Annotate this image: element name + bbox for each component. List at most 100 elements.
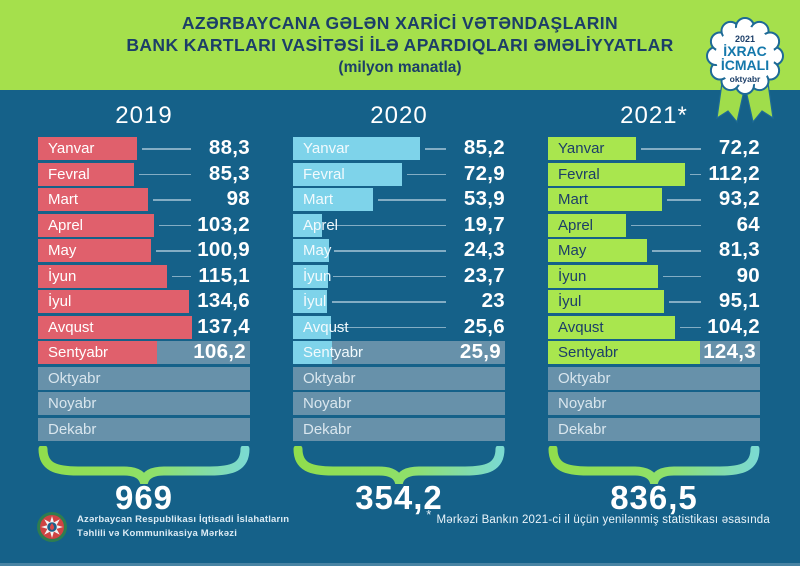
value-label: 85,3 (208, 161, 250, 185)
connector-line (332, 301, 446, 303)
page-title-line1: AZƏRBAYCANA GƏLƏN XARİCİ VƏTƏNDAŞLARIN (181, 12, 619, 33)
value-bar (38, 188, 148, 211)
month-label: Aprel (303, 216, 339, 234)
value-bar (548, 188, 662, 211)
year-total: 969 (114, 479, 174, 516)
connector-line (333, 275, 446, 277)
month-row: 124,3 Sentyabr (548, 340, 760, 364)
value-bar (38, 341, 157, 364)
value-bar (38, 290, 189, 313)
month-row: 90 İyun (548, 263, 760, 288)
year-header: 2020 (370, 102, 428, 129)
month-label: İyun (303, 267, 332, 285)
month-label: Mart (558, 191, 588, 208)
value-label: 98 (226, 187, 250, 210)
month-label: Avqust (558, 318, 604, 336)
month-row: 24,3 May (293, 238, 505, 262)
connector-line (159, 224, 191, 226)
month-row: Dekabr (293, 417, 505, 441)
badge-seal-icon (706, 17, 784, 95)
footnote: * Mərkəzi Bankın 2021-ci il üçün yenilənm… (426, 507, 770, 526)
month-row: 134,6 İyul (38, 289, 250, 313)
value-bar (293, 188, 373, 211)
month-label: Mart (303, 191, 333, 208)
connector-line (663, 275, 701, 277)
value-label: 19,7 (463, 212, 505, 236)
month-label: Yanvar (558, 140, 605, 157)
value-bar (548, 315, 675, 339)
month-row: 64 Aprel (548, 212, 760, 237)
month-label: Avqust (303, 318, 349, 336)
value-label: 93,2 (718, 187, 760, 210)
month-label: Noyabr (48, 395, 97, 412)
value-label: 100,9 (197, 238, 250, 261)
month-label: Yanvar (303, 140, 350, 157)
value-label: 64 (736, 212, 760, 236)
brace-icon (293, 446, 505, 484)
value-label: 53,9 (463, 187, 505, 210)
value-label: 25,9 (459, 340, 501, 363)
value-label: 115,1 (198, 263, 250, 287)
connector-line (336, 326, 446, 328)
badge-title-line2: İCMALI (721, 57, 769, 73)
value-label: 81,3 (718, 238, 760, 261)
month-row: Noyabr (293, 392, 505, 415)
organisation-name-line1: Azərbaycan Respublikası İqtisadi İslahat… (77, 513, 290, 525)
year-total: 836,5 (610, 479, 698, 516)
badge-month: oktyabr (730, 74, 761, 84)
connector-line (156, 250, 191, 252)
value-bar (38, 213, 154, 237)
value-bar (293, 264, 328, 288)
footnote-text: Mərkəzi Bankın 2021-ci il üçün yenilənmi… (436, 514, 770, 526)
month-label: May (48, 242, 77, 259)
value-label: 24,3 (463, 238, 505, 261)
month-row: 98 Mart (38, 187, 250, 211)
month-row: 85,2 Yanvar (293, 136, 505, 160)
year-header: 2019 (115, 102, 173, 129)
month-row: Noyabr (38, 392, 250, 415)
connector-line (142, 148, 191, 150)
organisation-name: Azərbaycan Respublikası İqtisadi İslahat… (77, 513, 289, 542)
month-label: Oktyabr (48, 369, 101, 387)
month-label: Avqust (48, 318, 94, 336)
value-bar (293, 341, 332, 364)
badge-year: 2021 (735, 34, 755, 44)
connector-line (669, 301, 701, 303)
month-row: 103,2 Aprel (38, 213, 250, 237)
value-label: 90 (736, 263, 760, 287)
month-row: 88,3 Yanvar (38, 136, 250, 160)
value-label: 106,2 (193, 340, 246, 363)
month-label: İyul (303, 293, 327, 310)
value-bar (548, 137, 636, 160)
year-column-2019: 2019 88,3 Yanvar 85,3 Fevral 98 Mart 103,2 Aprel… (38, 100, 250, 517)
year-column-2021: 2021* 72,2 Yanvar 112,2 Fevral 93,2 Mart 64 Apre… (548, 100, 760, 517)
month-label: Fevral (48, 165, 90, 183)
month-row: 72,2 Yanvar (548, 136, 760, 160)
month-row: 85,3 Fevral (38, 161, 250, 186)
value-bar (548, 239, 647, 262)
connector-line (327, 224, 446, 226)
value-label: 23 (481, 289, 505, 312)
month-row: Noyabr (548, 392, 760, 415)
month-label: Yanvar (48, 140, 95, 157)
value-bar (548, 290, 664, 313)
month-row: Oktyabr (293, 366, 505, 390)
badge-title-line1: İXRAC (723, 43, 767, 59)
connector-line (425, 148, 446, 150)
month-row: 19,7 Aprel (293, 212, 505, 237)
value-bar (38, 137, 137, 160)
month-label: Fevral (303, 165, 345, 183)
month-row: Dekabr (548, 417, 760, 441)
value-bar (293, 162, 402, 186)
organisation-emblem-icon (37, 512, 67, 542)
month-label: Oktyabr (303, 369, 356, 387)
value-label: 85,2 (463, 136, 505, 159)
value-label: 104,2 (707, 314, 760, 338)
value-bar (38, 315, 192, 339)
month-row: 23 İyul (293, 289, 505, 313)
month-row: 115,1 İyun (38, 263, 250, 288)
connector-line (690, 173, 701, 175)
footer: Azərbaycan Respublikası İqtisadi İslahat… (36, 511, 289, 543)
month-row: Dekabr (38, 417, 250, 441)
